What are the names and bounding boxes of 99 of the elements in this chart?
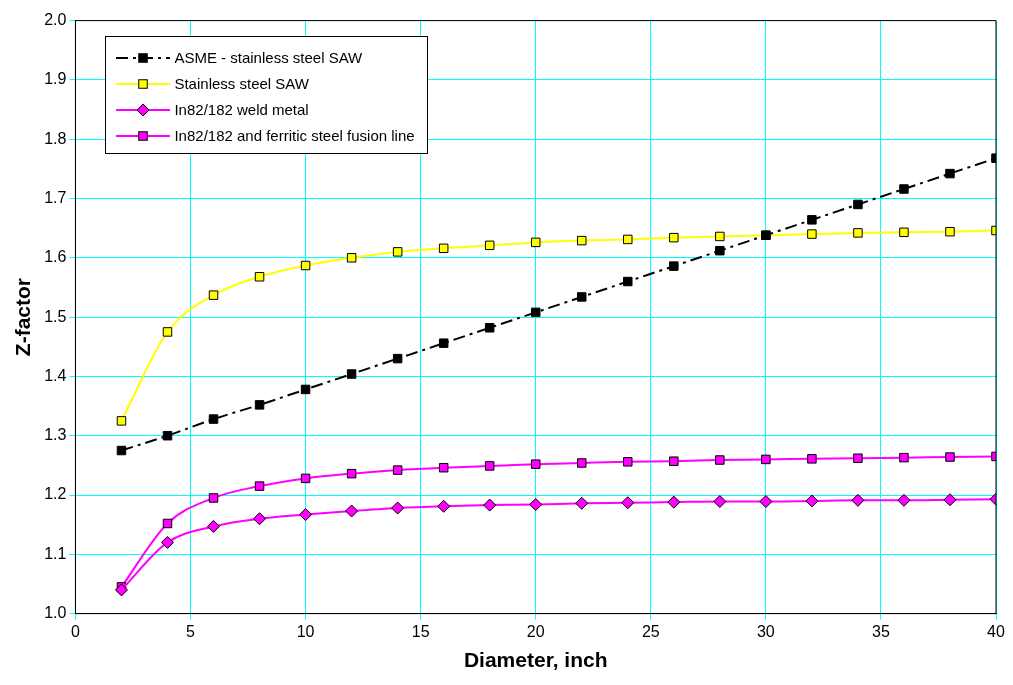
point: [945, 226, 955, 237]
x-tick-label: 10: [296, 622, 315, 640]
y-tick-label: 1.3: [44, 426, 67, 444]
x-tick-label: 40: [987, 622, 1005, 640]
point: [208, 290, 219, 300]
legend-label: In82/182 weld metal: [174, 101, 309, 119]
legend-label: In82/182 and ferritic steel fusion line: [174, 127, 415, 145]
y-axis-title: Z-factor: [11, 278, 35, 357]
point: [899, 227, 909, 238]
point: [162, 430, 173, 441]
point: [853, 453, 863, 463]
point: [943, 493, 957, 507]
x-tick-label: 30: [756, 622, 775, 640]
point: [713, 495, 727, 509]
point: [623, 234, 633, 245]
point: [116, 445, 127, 456]
point: [530, 459, 541, 469]
point: [116, 416, 127, 426]
point: [715, 245, 725, 256]
point: [391, 501, 405, 515]
point: [484, 240, 495, 251]
point: [715, 455, 725, 465]
point: [208, 414, 219, 424]
point: [300, 384, 311, 395]
point: [300, 260, 311, 271]
point: [254, 481, 265, 491]
point: [899, 184, 909, 194]
point: [623, 457, 633, 467]
point: [346, 253, 357, 263]
point: [805, 494, 819, 508]
point: [392, 247, 403, 257]
point: [484, 323, 495, 333]
point: [392, 353, 403, 364]
point: [853, 199, 863, 210]
x-tick-label: 0: [70, 622, 80, 640]
point: [483, 498, 497, 512]
y-tick-label: 1.8: [44, 129, 67, 147]
x-axis-title: Diameter, inch: [463, 648, 608, 672]
point: [346, 369, 357, 379]
point: [807, 229, 817, 239]
point: [669, 261, 679, 271]
y-tick-label: 1.7: [44, 188, 67, 206]
point: [438, 462, 449, 473]
point: [208, 493, 219, 503]
point: [577, 292, 587, 302]
legend-label: ASME - stainless steel SAW: [174, 49, 363, 67]
point: [530, 237, 541, 248]
point: [162, 327, 173, 337]
point: [759, 495, 773, 509]
point: [300, 473, 311, 484]
point: [807, 454, 817, 464]
point: [945, 168, 955, 179]
point: [437, 499, 451, 513]
point: [761, 454, 771, 465]
point: [807, 215, 817, 225]
point: [161, 535, 174, 549]
y-tick-label: 1.0: [44, 604, 67, 622]
point: [254, 272, 265, 282]
point: [945, 452, 955, 462]
point: [669, 232, 679, 243]
point: [392, 465, 403, 475]
point: [899, 452, 909, 463]
point: [254, 400, 265, 410]
point: [207, 519, 221, 533]
point: [715, 231, 725, 242]
point: [897, 493, 911, 507]
y-tick-label: 1.6: [44, 248, 67, 266]
y-tick-label: 1.4: [44, 366, 67, 384]
point: [530, 307, 541, 318]
point: [346, 468, 357, 479]
x-tick-label: 5: [186, 622, 196, 640]
point: [577, 458, 587, 468]
point: [438, 338, 449, 348]
point: [623, 276, 633, 287]
x-tick-label: 15: [411, 622, 430, 640]
point: [577, 235, 587, 246]
y-tick-label: 1.5: [44, 307, 67, 325]
y-tick-label: 2.0: [44, 11, 67, 29]
y-tick-label: 1.2: [44, 485, 67, 503]
point: [114, 583, 128, 597]
point: [438, 243, 449, 254]
point: [529, 497, 543, 511]
point: [621, 496, 635, 510]
point: [853, 228, 863, 238]
x-tick-label: 35: [872, 622, 890, 640]
point: [162, 518, 173, 529]
point: [669, 456, 679, 466]
point: [253, 512, 267, 526]
point: [299, 508, 313, 522]
point: [345, 504, 359, 518]
point: [484, 461, 495, 471]
point: [851, 493, 865, 507]
x-tick-label: 20: [526, 622, 545, 640]
point: [667, 495, 681, 509]
x-tick-label: 25: [641, 622, 660, 640]
y-tick-label: 1.9: [44, 70, 67, 88]
legend-label: Stainless steel SAW: [174, 75, 309, 93]
y-tick-label: 1.1: [44, 544, 67, 562]
point: [575, 496, 589, 510]
